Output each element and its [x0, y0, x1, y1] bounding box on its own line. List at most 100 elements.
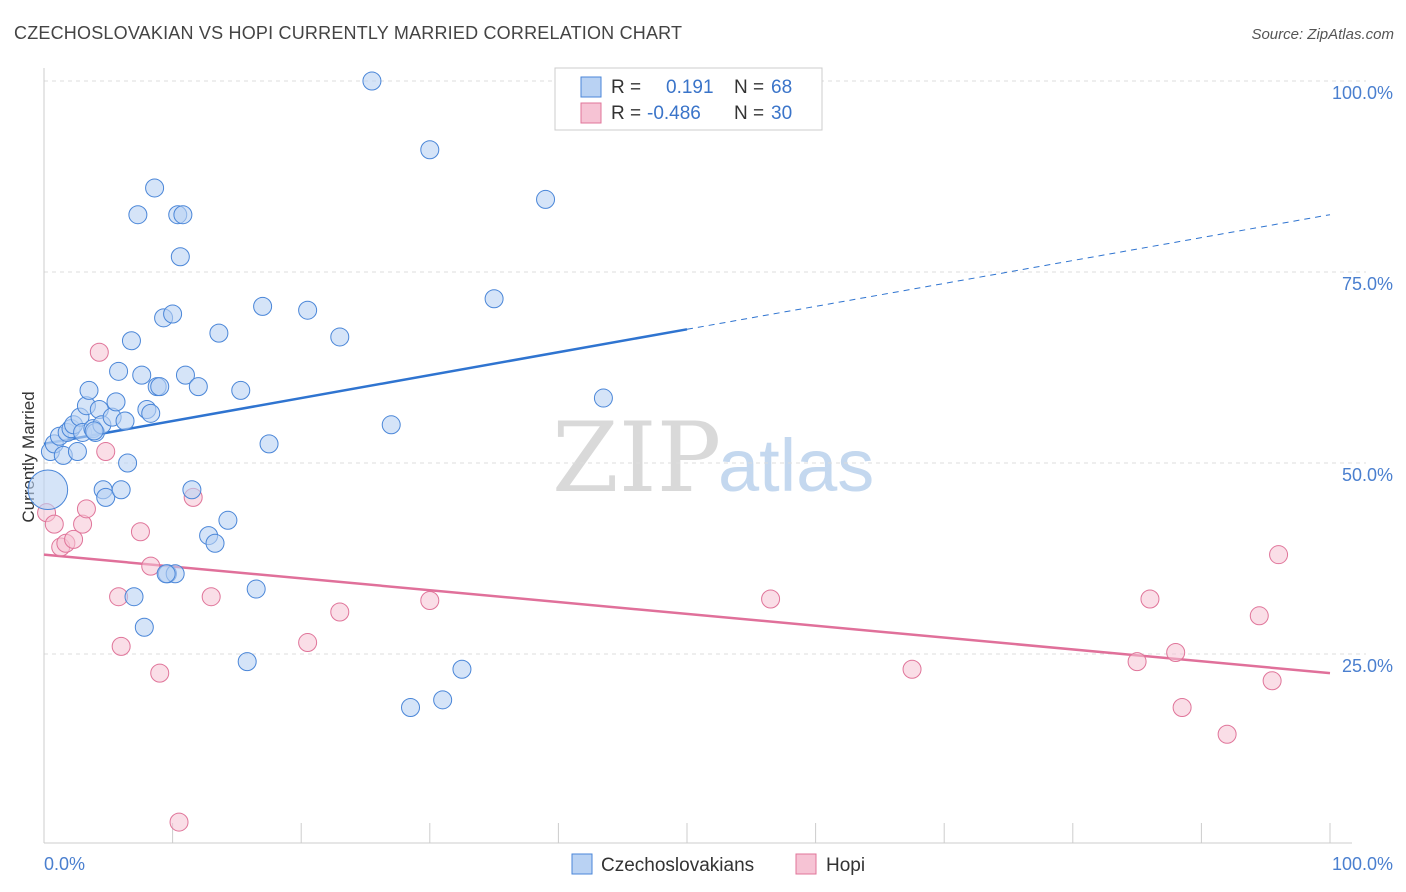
point-hopi: [96, 442, 116, 462]
point-hopi: [1269, 545, 1289, 565]
point-hopi: [76, 499, 96, 519]
point-czechoslovakians: [205, 533, 225, 553]
point-hopi: [111, 636, 131, 656]
point-czechoslovakians: [231, 380, 251, 400]
point-czechoslovakians: [141, 403, 161, 423]
watermark-zip: ZIP: [552, 402, 721, 514]
legend-r-label-blue: R =: [611, 77, 641, 98]
point-czechoslovakians: [484, 289, 504, 309]
trend-lines: [43, 214, 1331, 675]
point-czechoslovakians: [218, 510, 238, 530]
point-czechoslovakians: [145, 178, 165, 198]
point-czechoslovakians: [67, 442, 87, 462]
point-czechoslovakians: [188, 377, 208, 397]
point-hopi: [298, 633, 318, 653]
point-czechoslovakians: [593, 388, 613, 408]
point-hopi: [420, 591, 440, 611]
legend-n-value-blue: 68: [771, 77, 792, 98]
point-hopi: [1140, 589, 1160, 609]
point-czechoslovakians: [121, 331, 141, 351]
point-czechoslovakians: [84, 421, 104, 441]
point-czechoslovakians: [134, 617, 154, 637]
point-hopi: [1166, 642, 1186, 662]
point-czechoslovakians: [150, 377, 170, 397]
point-czechoslovakians: [381, 415, 401, 435]
point-czechoslovakians: [298, 300, 318, 320]
grid: [44, 80, 1366, 655]
point-czechoslovakians: [452, 659, 472, 679]
point-czechoslovakians: [246, 579, 266, 599]
point-czechoslovakians: [401, 697, 421, 717]
legend-r-value-pink: -0.486: [647, 103, 701, 124]
legend-r-label-pink: R =: [611, 103, 641, 124]
point-czechoslovakians: [128, 205, 148, 225]
point-hopi: [141, 556, 161, 576]
point-czechoslovakians: [259, 434, 279, 454]
point-hopi: [130, 522, 150, 542]
bottom-legend-swatch-czechoslovakians: [571, 853, 593, 875]
y-tick-label: 50.0%: [1342, 465, 1393, 485]
bottom-legend-swatch-hopi: [795, 853, 817, 875]
point-czechoslovakians: [237, 652, 257, 672]
point-czechoslovakians: [156, 564, 176, 584]
point-hopi: [902, 659, 922, 679]
point-czechoslovakians: [173, 205, 193, 225]
point-czechoslovakians: [536, 189, 556, 209]
x-tick-label-end: 100.0%: [1332, 854, 1393, 874]
point-czechoslovakians: [118, 453, 138, 473]
point-czechoslovakians: [433, 690, 453, 710]
point-hopi: [1172, 697, 1192, 717]
point-czechoslovakians: [175, 365, 195, 385]
point-czechoslovakians: [362, 71, 382, 91]
point-hopi: [1262, 671, 1282, 691]
x-tick-label-start: 0.0%: [44, 854, 85, 874]
y-tick-label: 25.0%: [1342, 656, 1393, 676]
legend-swatch-blue: [580, 76, 602, 98]
point-czechoslovakians: [132, 365, 152, 385]
y-tick-labels: 25.0% 50.0% 75.0% 100.0%: [1332, 83, 1393, 676]
point-czechoslovakians: [420, 140, 440, 160]
point-czechoslovakians: [115, 411, 135, 431]
chart-title: CZECHOSLOVAKIAN VS HOPI CURRENTLY MARRIE…: [14, 23, 682, 43]
watermark: ZIP atlas: [552, 402, 874, 514]
point-hopi: [1127, 652, 1147, 672]
point-hopi: [761, 589, 781, 609]
bottom-legend: Czechoslovakians Hopi: [571, 853, 865, 876]
point-czechoslovakians: [124, 587, 144, 607]
point-czechoslovakians: [79, 380, 99, 400]
bottom-legend-label-czechoslovakians: Czechoslovakians: [601, 855, 754, 876]
point-hopi: [1249, 606, 1269, 626]
y-tick-label: 100.0%: [1332, 83, 1393, 103]
point-hopi: [330, 602, 350, 622]
y-tick-label: 75.0%: [1342, 274, 1393, 294]
point-hopi: [64, 529, 84, 549]
legend: R = 0.191 N = 68 R = -0.486 N = 30: [554, 67, 823, 131]
legend-n-value-pink: 30: [771, 103, 792, 124]
point-czechoslovakians: [163, 304, 183, 324]
legend-swatch-pink: [580, 102, 602, 124]
trend-line-hopi: [43, 553, 1331, 675]
chart-source: Source: ZipAtlas.com: [1251, 26, 1394, 43]
point-hopi: [150, 663, 170, 683]
point-czechoslovakians: [170, 247, 190, 267]
point-czechoslovakians: [182, 480, 202, 500]
point-hopi: [44, 514, 64, 534]
legend-r-value-blue: 0.191: [666, 77, 714, 98]
watermark-atlas: atlas: [718, 424, 874, 507]
point-czechoslovakians: [209, 323, 229, 343]
legend-n-label-pink: N =: [734, 103, 764, 124]
point-czechoslovakians: [111, 480, 131, 500]
point-czechoslovakians: [106, 392, 126, 412]
point-hopi: [201, 587, 221, 607]
point-hopi: [169, 812, 189, 832]
point-czechoslovakians: [330, 327, 350, 347]
point-czechoslovakians: [109, 361, 129, 381]
trend-line-czechoslovakians-extension: [686, 214, 1331, 330]
x-tick-labels: 0.0% 100.0%: [44, 854, 1393, 874]
point-hopi: [89, 342, 109, 362]
point-czechoslovakians: [253, 296, 273, 316]
series-czechoslovakians-points: [27, 71, 697, 717]
legend-n-label-blue: N =: [734, 77, 764, 98]
point-czechoslovakians: [96, 487, 116, 507]
